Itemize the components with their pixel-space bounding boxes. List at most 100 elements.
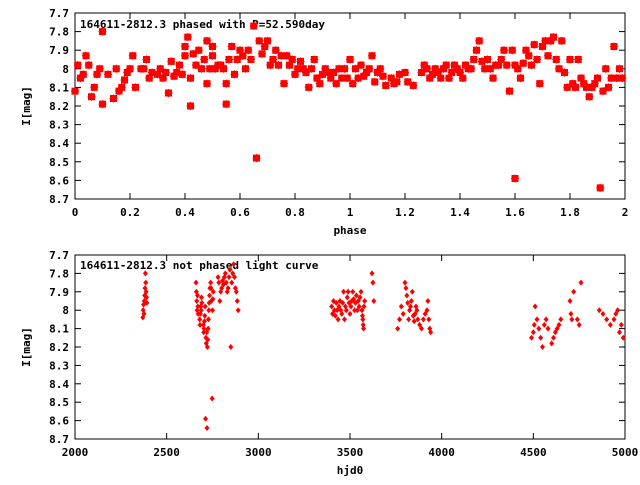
- phased-data-point: [533, 55, 541, 64]
- phased-data-point: [357, 61, 365, 70]
- unphased-data-point: [567, 298, 573, 304]
- phased-x-label: phase: [333, 224, 366, 237]
- phased-data-point: [109, 94, 118, 103]
- unphased-data-point: [198, 307, 204, 314]
- unphased-data-point: [225, 285, 231, 292]
- unphased-data-point: [604, 316, 610, 323]
- unphased-data-point: [203, 415, 209, 422]
- phased-data-point: [164, 88, 173, 97]
- unphased-data-point: [201, 325, 207, 332]
- unphased-ytick-label: 7.9: [49, 286, 69, 299]
- unphased-data-point: [540, 344, 545, 350]
- unphased-data-point: [195, 303, 201, 310]
- unphased-data-point: [424, 307, 430, 314]
- phased-data-point: [84, 61, 93, 70]
- unphased-data-point: [402, 279, 408, 286]
- phased-xtick-label: 2: [622, 206, 629, 219]
- phased-data-point: [266, 61, 275, 70]
- unphased-data-point: [207, 292, 213, 299]
- unphased-data-point: [204, 344, 210, 350]
- phased-ytick-label: 8.3: [49, 119, 69, 132]
- unphased-data-point: [359, 307, 365, 314]
- phased-data-point: [128, 51, 137, 60]
- unphased-data-point: [556, 321, 562, 328]
- unphased-ticks: 2000 2500 3000 3500 4000 4500 5000 7.7 7.8 7.9 8 8.…: [49, 249, 638, 459]
- unphased-data-point: [202, 312, 208, 319]
- unphased-data-point: [361, 303, 367, 310]
- unphased-data-point: [415, 316, 421, 323]
- phased-xtick-label: 1.8: [560, 206, 580, 219]
- unphased-data-point: [233, 288, 239, 295]
- phased-ytick-label: 7.9: [49, 44, 69, 57]
- phased-data-point: [513, 64, 522, 73]
- phased-data-point: [535, 79, 544, 88]
- unphased-data-point: [409, 288, 415, 295]
- phased-data-point: [159, 74, 167, 83]
- phased-data-point: [508, 46, 517, 55]
- phased-data-point: [557, 36, 566, 45]
- unphased-panel: 164611-2812.3 not phased light curve hjd…: [20, 249, 638, 477]
- phased-data-point: [522, 46, 530, 55]
- phased-data-point: [516, 74, 525, 83]
- phased-data-point: [197, 64, 206, 73]
- unphased-data-point: [529, 334, 534, 341]
- phased-data-point: [315, 79, 324, 88]
- unphased-ytick-label: 8.4: [49, 378, 69, 391]
- unphased-data-point: [339, 310, 345, 317]
- phased-data-point: [467, 64, 475, 73]
- phased-data-point: [571, 83, 580, 92]
- phased-data-point: [269, 55, 277, 64]
- phased-data-point: [274, 61, 283, 70]
- unphased-data-point: [232, 274, 237, 281]
- phased-data-point: [120, 75, 129, 84]
- unphased-ytick-label: 8.3: [49, 359, 69, 372]
- phased-data-point: [117, 83, 126, 92]
- phased-data-point: [574, 55, 583, 64]
- unphased-data-point: [578, 279, 584, 286]
- unphased-data-point: [345, 288, 351, 295]
- unphased-x-label: hjd0: [337, 464, 364, 477]
- unphased-data-point: [206, 307, 212, 314]
- phased-ticks: 0 0.2 0.4 0.6 0.8 1 1.2 1.4 1.6 1.8 2 7.7 7.8 7.9 8 8.1…: [49, 7, 628, 219]
- phased-data-point: [566, 55, 574, 64]
- phased-data-point: [255, 36, 264, 45]
- phased-data-point: [142, 55, 151, 64]
- phased-ytick-label: 8: [62, 63, 69, 76]
- unphased-data-point: [229, 279, 235, 286]
- unphased-ytick-label: 8.7: [49, 433, 69, 446]
- unphased-data-point: [201, 318, 207, 325]
- phased-data-point: [519, 59, 528, 68]
- phased-data-point: [524, 51, 533, 60]
- unphased-data-point: [343, 307, 349, 314]
- unphased-data-point: [420, 316, 426, 323]
- phased-ytick-label: 8.1: [49, 81, 69, 94]
- unphased-data-point: [142, 270, 148, 277]
- phased-data-point: [511, 174, 519, 183]
- unphased-data-point: [358, 288, 364, 295]
- unphased-title: 164611-2812.3 not phased light curve: [80, 259, 319, 272]
- phased-data-point: [241, 64, 250, 73]
- unphased-y-label: I[mag]: [20, 327, 33, 367]
- phased-data-point: [409, 81, 418, 90]
- unphased-xtick-label: 2000: [62, 446, 89, 459]
- unphased-data-point: [223, 279, 229, 286]
- unphased-ytick-label: 8: [62, 304, 69, 317]
- phased-data-point: [601, 64, 610, 73]
- unphased-data-point: [205, 316, 211, 323]
- unphased-data-point: [341, 288, 347, 295]
- unphased-data-point: [350, 288, 356, 295]
- unphased-data-point: [404, 292, 410, 299]
- unphased-data-point: [395, 325, 401, 332]
- phased-data-point: [258, 49, 266, 58]
- phased-data-point: [370, 77, 379, 86]
- unphased-data-point: [202, 303, 208, 310]
- unphased-data-point: [194, 292, 200, 299]
- phased-data-point: [90, 83, 99, 92]
- unphased-xtick-label: 3500: [337, 446, 364, 459]
- unphased-data-point: [414, 307, 420, 314]
- unphased-data-point: [197, 321, 203, 328]
- unphased-data-point: [360, 321, 366, 328]
- unphased-ytick-label: 8.5: [49, 396, 69, 409]
- unphased-ytick-label: 8.1: [49, 323, 69, 336]
